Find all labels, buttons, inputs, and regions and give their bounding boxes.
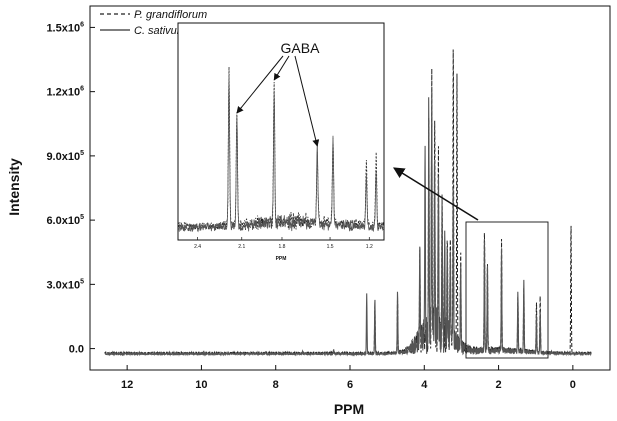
inset-x-tick-label: 1.5 bbox=[327, 244, 334, 250]
inset-series-line-p-grandiflorum bbox=[178, 66, 384, 231]
x-tick-label: 4 bbox=[421, 379, 428, 391]
y-tick-label: 3.0x105 bbox=[46, 278, 84, 291]
inset-series-line-c-sativum bbox=[178, 74, 384, 233]
zoom-region-box bbox=[465, 221, 549, 359]
inset-x-tick-label: 1.2 bbox=[366, 244, 373, 250]
y-tick-label: 9.0x105 bbox=[46, 150, 84, 163]
x-tick-label: 2 bbox=[496, 379, 502, 391]
x-axis: 12 10 8 6 4 2 0 bbox=[121, 365, 576, 391]
x-tick-label: 10 bbox=[195, 379, 207, 391]
gaba-annotation: GABA bbox=[281, 40, 321, 56]
inset-x-tick-label: 1.8 bbox=[279, 244, 286, 250]
y-tick-label: 0.0 bbox=[69, 344, 84, 356]
inset-x-tick-label: 2.4 bbox=[194, 244, 201, 250]
legend-label-c-sativum: C. sativum bbox=[134, 25, 186, 37]
inset-x-axis-title: PPM bbox=[276, 256, 287, 262]
x-axis-title: PPM bbox=[334, 401, 364, 417]
y-axis-title: Intensity bbox=[6, 158, 22, 216]
gaba-arrow bbox=[236, 55, 284, 114]
inset-x-axis: 2.4 2.1 1.8 1.5 1.2 bbox=[194, 237, 373, 250]
x-tick-label: 6 bbox=[347, 379, 353, 391]
y-tick-label: 1.2x106 bbox=[46, 86, 84, 99]
gaba-arrow bbox=[273, 55, 290, 81]
zoom-arrow bbox=[393, 167, 479, 221]
legend-label-p-grandiflorum: P. grandiflorum bbox=[134, 9, 207, 21]
x-tick-label: 0 bbox=[570, 379, 576, 391]
series-line-c-sativum bbox=[104, 89, 592, 357]
inset-chart: 2.4 2.1 1.8 1.5 1.2 PPM GABA bbox=[177, 22, 385, 262]
y-tick-label: 6.0x105 bbox=[46, 214, 84, 227]
series-layer bbox=[104, 49, 592, 357]
inset-x-tick-label: 2.1 bbox=[238, 244, 245, 250]
gaba-arrow bbox=[294, 55, 320, 147]
legend: P. grandiflorum C. sativum bbox=[100, 9, 207, 37]
y-axis: 0.0 3.0x105 6.0x105 9.0x105 1.2x106 1.5x106 bbox=[46, 21, 95, 356]
inset-series-layer bbox=[178, 66, 384, 233]
y-tick-label: 1.5x106 bbox=[46, 21, 84, 34]
gaba-arrows bbox=[236, 55, 320, 147]
x-tick-label: 12 bbox=[121, 379, 133, 391]
x-tick-label: 8 bbox=[273, 379, 279, 391]
